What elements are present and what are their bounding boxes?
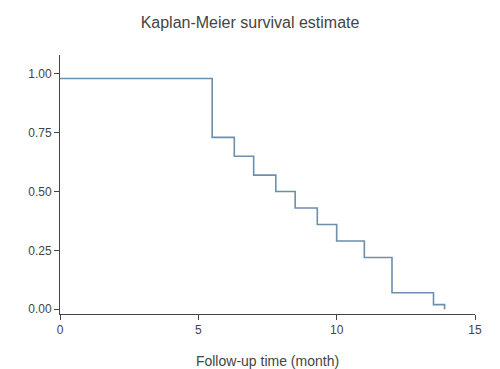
svg-text:Follow-up time (month): Follow-up time (month)	[196, 353, 339, 369]
svg-text:0.75: 0.75	[28, 126, 52, 140]
svg-text:0.25: 0.25	[28, 244, 52, 258]
svg-text:15: 15	[468, 323, 482, 337]
svg-text:0.00: 0.00	[28, 302, 52, 316]
svg-text:Kaplan-Meier survival estimate: Kaplan-Meier survival estimate	[141, 14, 360, 31]
svg-text:0.50: 0.50	[28, 185, 52, 199]
svg-text:0: 0	[57, 323, 64, 337]
svg-text:5: 5	[195, 323, 202, 337]
svg-text:10: 10	[330, 323, 344, 337]
svg-text:1.00: 1.00	[28, 67, 52, 81]
